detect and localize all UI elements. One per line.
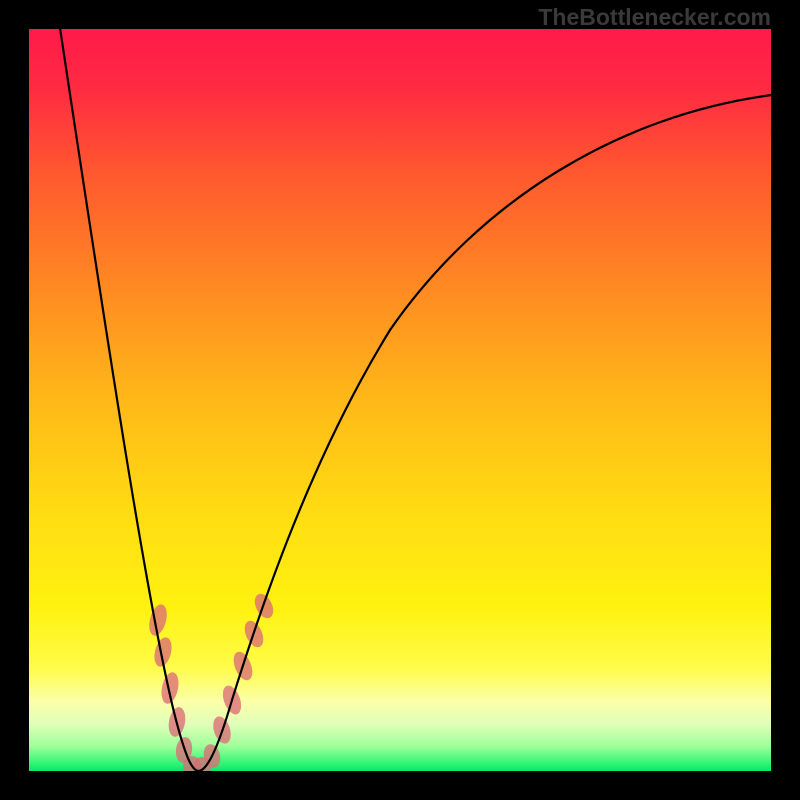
plot-area (28, 28, 772, 772)
gradient-background (28, 28, 772, 772)
plot-svg (0, 0, 800, 800)
figure-root: TheBottlenecker.com (0, 0, 800, 800)
watermark-text: TheBottlenecker.com (538, 4, 771, 31)
